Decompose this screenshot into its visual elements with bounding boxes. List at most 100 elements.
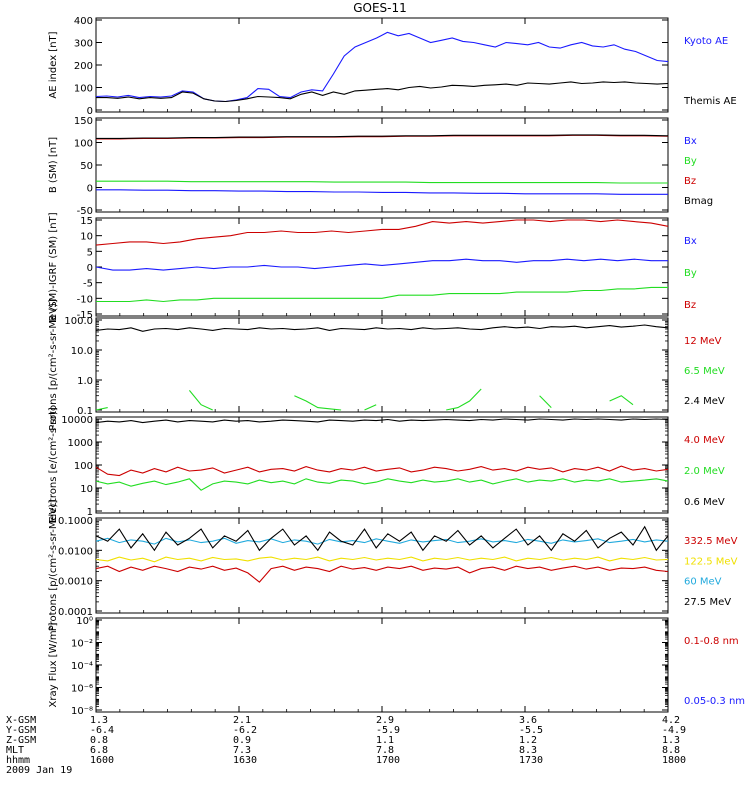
legend-label: 60 MeV — [684, 577, 722, 588]
panel-2: -50 0 50 100 150 B (SM) [nT] Bx By Bz Bmag — [48, 116, 713, 217]
legend-label: 0.05-0.3 nm — [684, 696, 745, 707]
series-line — [95, 465, 669, 477]
ephemeris-value: 1.3 — [662, 735, 681, 746]
series-bz — [95, 219, 669, 246]
y-axis-label: Protons [p/(cm²-s-sr-MeV)] — [48, 299, 59, 431]
y-tick-label: 5 — [87, 247, 93, 258]
ephemeris-value: 7.8 — [376, 745, 395, 756]
panel-frame — [95, 217, 669, 317]
ephemeris-value: 1.2 — [519, 735, 538, 746]
series-by — [96, 180, 668, 184]
legend-label: Bx — [684, 136, 697, 147]
y-tick-label: 10⁻⁴ — [71, 661, 93, 672]
legend-label: 6.5 MeV — [684, 366, 725, 377]
series-2-0-mev — [95, 478, 669, 491]
ephemeris-value: 6.8 — [90, 745, 109, 756]
series-4-0-mev — [95, 465, 669, 477]
ephemeris-label: Z-GSM — [6, 735, 37, 746]
series-line — [96, 389, 656, 410]
ephemeris-row: hhmm 1600 1630 1700 1730 1800 — [6, 756, 686, 766]
ephemeris-row: MLT 6.8 7.3 7.8 8.3 8.8 — [6, 745, 680, 756]
legend-label: 2.4 MeV — [684, 396, 725, 407]
y-tick-label: 50 — [80, 161, 93, 172]
ephemeris-value: -6.2 — [233, 725, 258, 736]
ephemeris-value: 1700 — [376, 755, 401, 766]
y-tick-label: 400 — [74, 16, 93, 27]
ephemeris-label: MLT — [6, 745, 25, 756]
ephemeris-value: 1.3 — [90, 715, 109, 726]
y-tick-label: 0.1000 — [58, 516, 93, 527]
legend-label: 2.0 MeV — [684, 466, 725, 477]
panel-7: 10⁻⁸ 10⁻⁶ 10⁻⁴ 10⁻² 10⁰ Xray Flux [W/m²] 0.1-0… — [48, 616, 745, 717]
y-tick-label: 100 — [74, 139, 93, 150]
series-line — [96, 81, 669, 103]
ephemeris-table: X-GSM 1.3 2.1 2.9 3.6 4.2 Y-GSM -6.4 -6.2 -5.9 -5.… — [6, 716, 686, 776]
y-tick-label: 0 — [87, 263, 93, 274]
series-line — [95, 258, 668, 271]
series-line — [95, 31, 669, 103]
panel-frame — [95, 517, 669, 614]
series-line — [95, 418, 669, 424]
ephemeris-row: Z-GSM 0.8 0.9 1.1 1.2 1.3 — [6, 735, 680, 746]
y-tick-label: -50 — [77, 206, 93, 217]
y-axis-label: Xray Flux [W/m²] — [48, 622, 59, 707]
series-by — [96, 286, 668, 303]
series-6-5-mev — [96, 389, 656, 410]
legend-label: 332.5 MeV — [684, 536, 738, 547]
legend-label: By — [684, 268, 697, 279]
y-axis-label: B (SM) [nT] — [48, 137, 59, 193]
legend-label: 122.5 MeV — [684, 556, 738, 567]
ephemeris-value: 1600 — [90, 755, 115, 766]
y-tick-label: 10.0 — [71, 346, 93, 357]
y-tick-label: 100 — [74, 84, 93, 95]
y-tick-label: -15 — [77, 310, 93, 321]
ephemeris-value: 1630 — [233, 755, 258, 766]
series-line — [95, 219, 669, 246]
ephemeris-value: -5.5 — [519, 725, 544, 736]
y-tick-label: 10⁻⁶ — [71, 684, 93, 695]
ephemeris-row: Y-GSM -6.4 -6.2 -5.9 -5.5 -4.9 — [6, 726, 686, 736]
legend-label: 4.0 MeV — [684, 435, 725, 446]
y-axis-label: B (SM)-IGRF (SM) [nT] — [48, 212, 59, 321]
ephemeris-value: -4.9 — [662, 725, 687, 736]
ephemeris-value: 8.3 — [519, 745, 538, 756]
ephemeris-date: 2009 Jan 19 — [6, 765, 73, 776]
legend-label: 0.6 MeV — [684, 497, 725, 508]
series-27-5-mev — [95, 525, 669, 552]
y-axis-label: AE index [nT] — [48, 31, 59, 98]
y-tick-label: 100.0 — [64, 316, 93, 327]
y-tick-label: 1000 — [68, 438, 93, 449]
series-themis-ae — [96, 81, 669, 103]
ephemeris-value: 8.8 — [662, 745, 681, 756]
series-kyoto-ae — [95, 31, 669, 103]
panel-3: -15 -10 -5 0 5 10 15 B (SM)-IGRF (SM) [nT] Bx By B… — [48, 212, 697, 321]
y-axis-label: Electrons [e/(cm²-s-sr)] — [48, 407, 59, 523]
series-bx — [96, 189, 668, 195]
series-line — [96, 180, 668, 184]
y-tick-label: 100 — [74, 461, 93, 472]
y-tick-label: 10⁻² — [71, 639, 93, 650]
ephemeris-value: 3.6 — [519, 715, 538, 726]
y-tick-label: 0 — [87, 106, 93, 117]
ephemeris-row: X-GSM 1.3 2.1 2.9 3.6 4.2 — [6, 716, 680, 726]
series-line — [95, 525, 669, 552]
legend-label: 27.5 MeV — [684, 597, 731, 608]
y-tick-label: 10 — [80, 232, 93, 243]
series-line — [96, 189, 668, 195]
series-bmag — [96, 134, 669, 139]
legend-label: Kyoto AE — [684, 36, 728, 47]
series-line — [95, 556, 669, 563]
y-tick-label: 0.0010 — [58, 577, 93, 588]
y-tick-label: 300 — [74, 39, 93, 50]
panel-frame — [95, 416, 669, 514]
series-line — [95, 565, 669, 583]
panel-frame — [95, 317, 669, 413]
legend-label: Bz — [684, 300, 696, 311]
series-line — [96, 134, 669, 139]
panel-frame — [95, 117, 669, 213]
ephemeris-value: 0.8 — [90, 735, 109, 746]
legend-label: Themis AE — [683, 96, 737, 107]
